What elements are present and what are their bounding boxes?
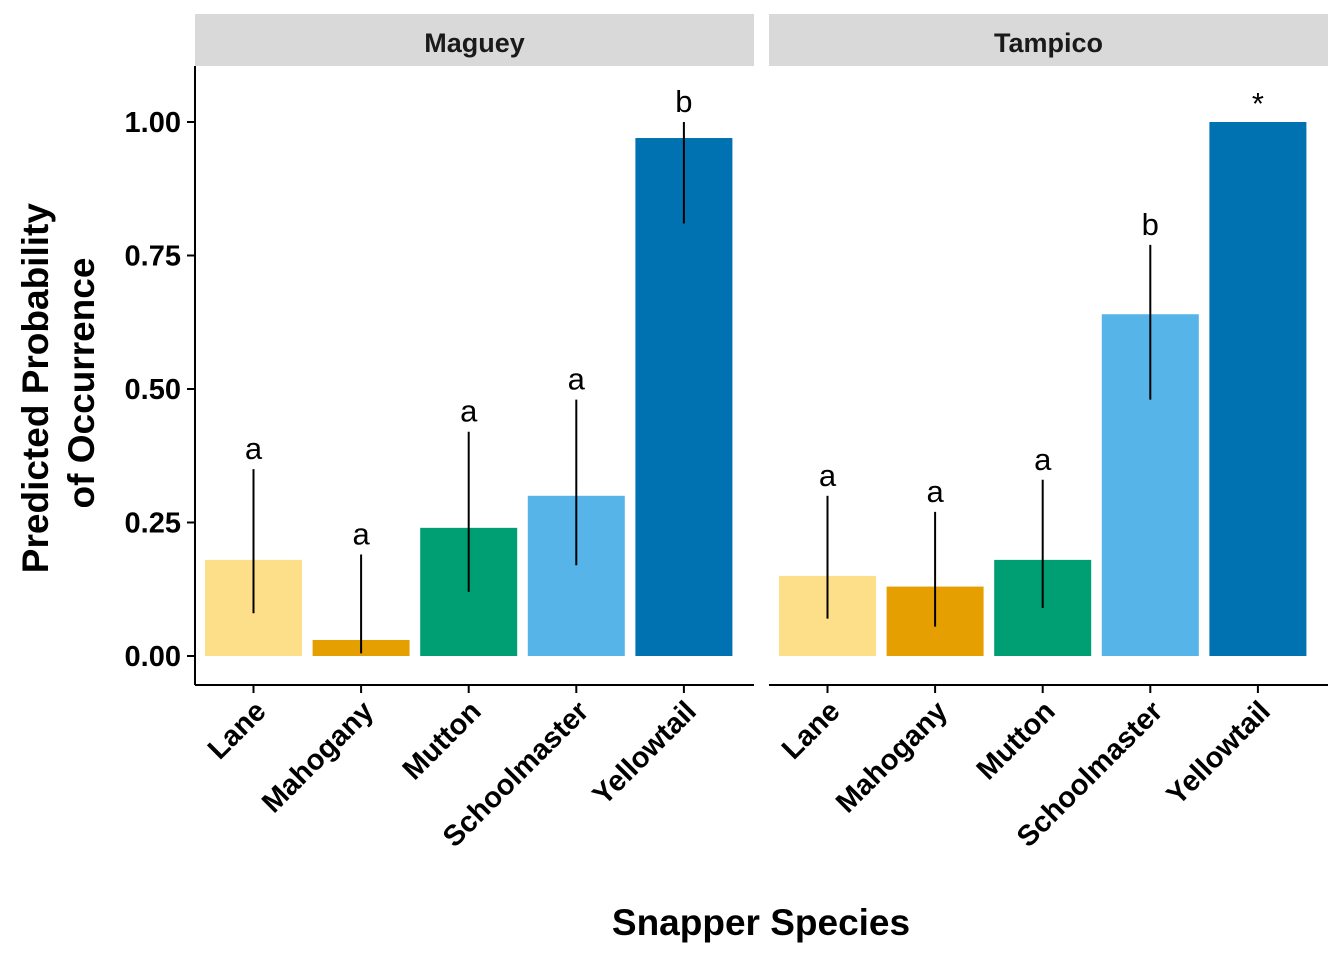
- letter-maguey-mahogany: a: [352, 517, 370, 552]
- significance-letters: a a a a b a a a b *: [245, 84, 1264, 552]
- y-tick-label-1: 0.25: [125, 508, 181, 540]
- x-tick-label-maguey-mahogany: Mahogany: [256, 695, 380, 819]
- error-bars: [252, 122, 1152, 654]
- y-tick-label-3: 0.75: [125, 241, 181, 273]
- y-tick-label-4: 1.00: [125, 107, 181, 139]
- letter-tampico-mutton: a: [1034, 442, 1052, 477]
- x-axis-title: Snapper Species: [612, 902, 910, 943]
- letter-tampico-lane: a: [819, 458, 837, 493]
- letter-maguey-yellowtail: b: [675, 84, 692, 119]
- y-axis-title-line-1: Predicted Probability: [15, 203, 56, 574]
- letter-tampico-schoolmaster: b: [1142, 207, 1159, 242]
- x-tick-label-maguey-mutton: Mutton: [397, 695, 488, 786]
- y-axis-title: Predicted Probability of Occurrence: [15, 193, 102, 573]
- y-tick-labels: 0.00 0.25 0.50 0.75 1.00: [125, 107, 181, 673]
- axes: [187, 66, 1328, 693]
- strip-label-maguey: Maguey: [424, 28, 525, 58]
- bar-tampico-yellowtail: [1209, 122, 1307, 656]
- x-tick-label-tampico-mutton: Mutton: [971, 695, 1062, 786]
- strip-label-tampico: Tampico: [994, 28, 1103, 58]
- facet-strips: Maguey Tampico: [195, 14, 1328, 66]
- y-axis-title-line-2: of Occurrence: [61, 258, 102, 509]
- x-tick-label-maguey-yellowtail: Yellowtail: [587, 695, 703, 811]
- x-tick-label-tampico-yellowtail: Yellowtail: [1161, 695, 1277, 811]
- letter-maguey-lane: a: [245, 431, 263, 466]
- letter-tampico-yellowtail: *: [1252, 86, 1264, 121]
- y-tick-label-2: 0.50: [125, 374, 181, 406]
- letter-maguey-schoolmaster: a: [568, 362, 586, 397]
- x-tick-label-tampico-mahogany: Mahogany: [830, 695, 954, 819]
- letter-tampico-mahogany: a: [926, 474, 944, 509]
- y-tick-label-0: 0.00: [125, 641, 181, 673]
- letter-maguey-mutton: a: [460, 394, 478, 429]
- strip-tampico: [769, 14, 1328, 66]
- x-tick-label-maguey-lane: Lane: [202, 695, 272, 765]
- bars: [205, 122, 1307, 656]
- strip-maguey: [195, 14, 754, 66]
- bar-maguey-yellowtail: [635, 138, 733, 656]
- x-tick-label-tampico-lane: Lane: [776, 695, 846, 765]
